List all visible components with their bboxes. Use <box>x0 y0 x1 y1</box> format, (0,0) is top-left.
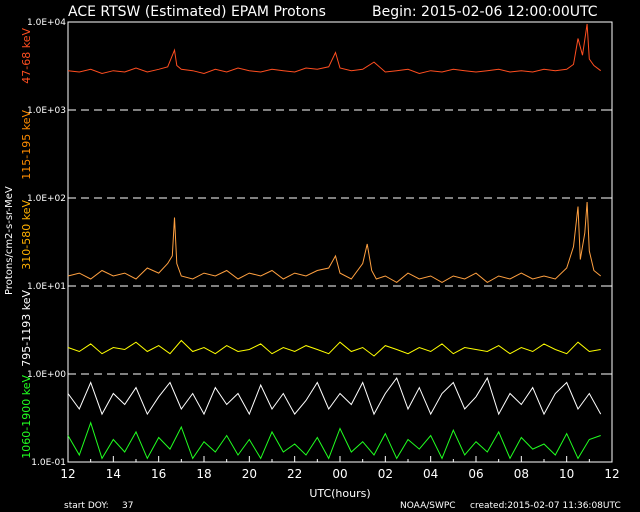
channel-labels: 47-68 keV 115-195 keV 310-580 keV 795-1193 … <box>20 28 33 459</box>
x-tick-label: 22 <box>287 467 302 481</box>
agency-label: NOAA/SWPC <box>400 501 456 511</box>
series-line <box>67 376 602 416</box>
start-doy-value: 37 <box>122 501 133 511</box>
y-tick-label: 1.0E-01 <box>31 458 66 468</box>
x-tick-label: 20 <box>242 467 257 481</box>
y-axis-ticks: 1.0E-01 1.0E+00 1.0E+01 1.0E+02 1.0E+03 1.0E+… <box>27 18 612 468</box>
channel-label: 310-580 keV <box>20 200 33 270</box>
y-tick-label: 1.0E+04 <box>27 18 66 28</box>
series-line <box>67 421 601 460</box>
y-tick-label: 1.0E+03 <box>27 106 66 116</box>
x-tick-label: 04 <box>423 467 438 481</box>
y-tick-label: 1.0E+01 <box>27 282 66 292</box>
series-line <box>67 201 602 284</box>
x-tick-label: 18 <box>196 467 211 481</box>
x-tick-label: 12 <box>60 467 75 481</box>
x-tick-label: 12 <box>604 467 619 481</box>
x-tick-label: 02 <box>378 467 393 481</box>
x-tick-label: 00 <box>332 467 347 481</box>
x-axis-ticks: 12 14 16 18 20 22 00 02 04 06 08 10 12 <box>60 456 620 481</box>
x-tick-label: 06 <box>468 467 483 481</box>
created-timestamp: created:2015-02-07 11:36:08UTC <box>470 501 621 511</box>
series-group <box>67 23 602 460</box>
x-tick-label: 14 <box>106 467 121 481</box>
chart-title: ACE RTSW (Estimated) EPAM Protons <box>68 4 326 20</box>
channel-label: 115-195 keV <box>20 110 33 180</box>
x-axis-label: UTC(hours) <box>309 487 370 500</box>
series-line <box>67 339 601 357</box>
y-axis-label: Protons/cm2-s-sr-MeV <box>4 186 15 295</box>
channel-label: 47-68 keV <box>20 28 33 84</box>
y-tick-label: 1.0E+02 <box>27 194 66 204</box>
x-tick-label: 16 <box>151 467 166 481</box>
y-tick-label: 1.0E+00 <box>27 370 66 380</box>
channel-label: 795-1193 keV <box>20 290 33 367</box>
begin-time: Begin: 2015-02-06 12:00:00UTC <box>372 4 598 20</box>
channel-label: 1060-1900 keV <box>20 375 33 459</box>
start-doy-label: start DOY: <box>64 501 109 511</box>
series-line <box>67 23 602 75</box>
x-tick-label: 10 <box>559 467 574 481</box>
x-tick-label: 08 <box>514 467 529 481</box>
